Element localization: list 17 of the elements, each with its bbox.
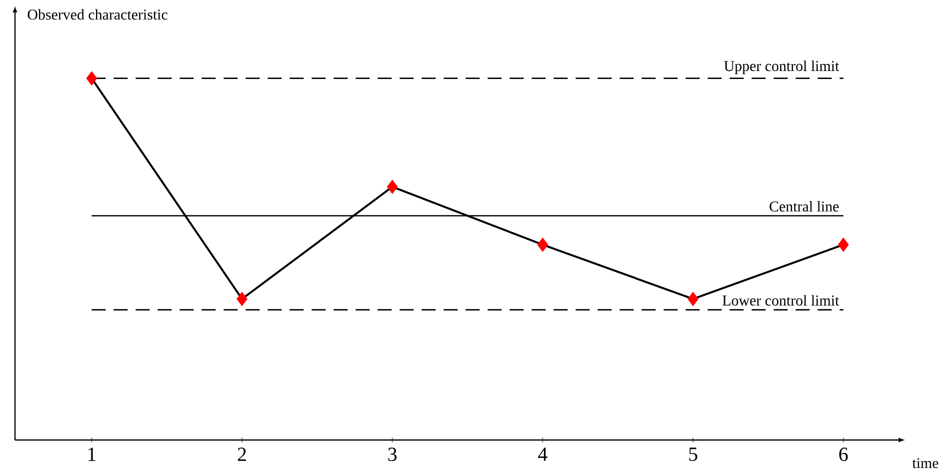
x-tick-label: 4 [538, 448, 548, 461]
x-axis-title: time [912, 458, 938, 468]
point [386, 180, 398, 194]
ref-line-label: Lower control limit [722, 295, 840, 306]
x-tick-label: 3 [388, 448, 397, 462]
ref-line-label: Central line [770, 201, 839, 212]
point [688, 292, 698, 306]
ref-line-label: Upper control limit [724, 60, 840, 74]
x-tick-label: 1 [88, 448, 96, 461]
point [86, 71, 98, 86]
x-tick-label: 5 [689, 448, 698, 461]
y-axis-title: Observed characteristic [28, 9, 168, 20]
point [236, 292, 248, 306]
x-tick-label: 2 [238, 448, 246, 461]
point [838, 238, 849, 252]
x-tick-label: 6 [839, 448, 848, 462]
point [537, 238, 548, 252]
